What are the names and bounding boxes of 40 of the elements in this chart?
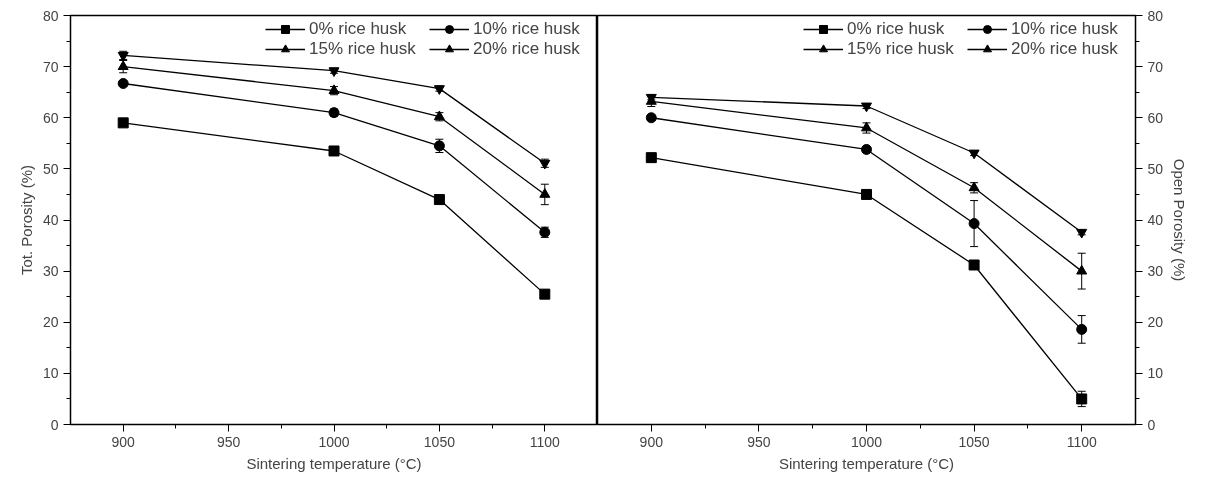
x-tick-label: 950 — [216, 433, 241, 450]
y-tick-label: 70 — [1147, 58, 1164, 75]
y-tick-label: 0 — [1147, 416, 1156, 433]
y-axis-title: Tot. Porosity (%) — [17, 164, 35, 276]
y-tick-label: 60 — [42, 109, 59, 126]
y-tick-label: 80 — [1147, 7, 1164, 24]
x-tick-label: 1050 — [958, 433, 990, 450]
x-tick-label: 1000 — [318, 433, 350, 450]
y-tick-label: 20 — [42, 314, 59, 331]
x-tick-label: 1050 — [423, 433, 456, 450]
legend-label: 10% rice husk — [473, 19, 581, 39]
y-tick-label: 80 — [42, 7, 59, 24]
legend-label: 15% rice husk — [847, 39, 955, 59]
y-tick-label: 40 — [42, 212, 59, 228]
legend-label: 0% rice husk — [309, 19, 408, 39]
y-tick-label: 70 — [42, 58, 59, 75]
y-tick-label: 50 — [1147, 160, 1164, 177]
x-tick-label: 1000 — [850, 433, 883, 450]
y-tick-label: 10 — [1147, 365, 1164, 382]
y-tick-label: 30 — [1147, 263, 1164, 280]
x-axis-title: Sintering temperature (°C) — [246, 454, 422, 472]
x-tick-label: 1100 — [529, 433, 561, 450]
y-axis-title: Open Porosity (%) — [1171, 158, 1189, 282]
x-tick-label: 1100 — [1066, 433, 1097, 450]
x-axis-title: Sintering temperature (°C) — [778, 454, 955, 472]
y-tick-label: 0 — [50, 416, 59, 433]
legend-label: 15% rice husk — [309, 39, 417, 59]
legend-label: 0% rice husk — [847, 19, 946, 39]
legend-label: 10% rice husk — [1011, 19, 1119, 39]
x-tick-label: 950 — [747, 433, 771, 450]
y-tick-label: 40 — [1147, 212, 1164, 228]
x-tick-label: 900 — [639, 433, 664, 450]
legend-label: 20% rice husk — [1011, 39, 1119, 59]
y-tick-label: 30 — [42, 263, 59, 280]
y-tick-label: 60 — [1147, 109, 1164, 126]
x-tick-label: 900 — [111, 433, 136, 450]
y-tick-label: 50 — [42, 160, 59, 177]
y-tick-label: 20 — [1147, 314, 1164, 331]
y-tick-label: 10 — [42, 365, 59, 382]
legend-label: 20% rice husk — [473, 39, 581, 59]
